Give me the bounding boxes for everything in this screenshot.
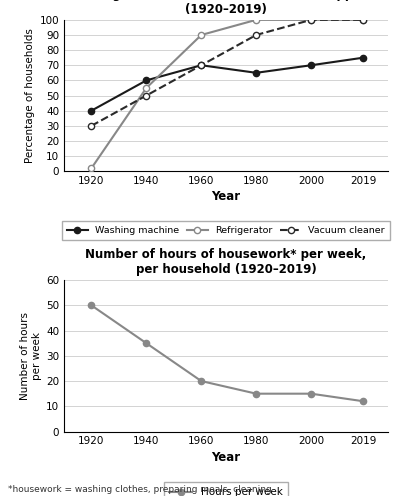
Y-axis label: Percentage of households: Percentage of households bbox=[25, 28, 35, 163]
Title: Percentage of households with electrical appliances
(1920–2019): Percentage of households with electrical… bbox=[53, 0, 399, 16]
Y-axis label: Number of hours
per week: Number of hours per week bbox=[20, 312, 42, 400]
X-axis label: Year: Year bbox=[212, 190, 240, 203]
X-axis label: Year: Year bbox=[212, 450, 240, 464]
Legend: Hours per week: Hours per week bbox=[164, 482, 288, 496]
Legend: Washing machine, Refrigerator, Vacuum cleaner: Washing machine, Refrigerator, Vacuum cl… bbox=[62, 221, 390, 240]
Title: Number of hours of housework* per week,
per household (1920–2019): Number of hours of housework* per week, … bbox=[85, 248, 367, 276]
Text: *housework = washing clothes, preparing meals, cleaning: *housework = washing clothes, preparing … bbox=[8, 485, 272, 494]
